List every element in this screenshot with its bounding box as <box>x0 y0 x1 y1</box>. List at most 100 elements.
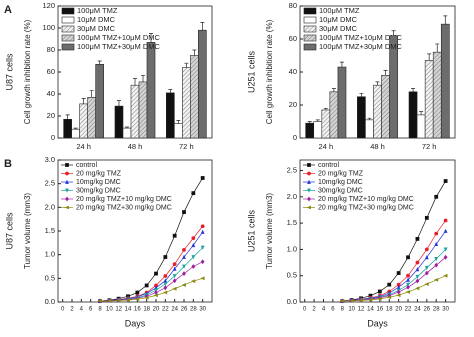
x-tick-label: 30 <box>199 307 206 313</box>
panel-label: B <box>4 158 12 170</box>
cell-line-label: U251 cells <box>246 50 256 93</box>
y-tick-label: 80 <box>289 1 297 10</box>
bar-hatch <box>95 64 104 138</box>
series-line <box>100 277 203 302</box>
plot-frame <box>299 159 456 303</box>
bar-hatch <box>425 60 434 139</box>
legend-marker <box>65 171 69 176</box>
legend-label: 30μM DMC <box>319 24 358 33</box>
marker <box>107 299 112 303</box>
marker <box>424 215 429 220</box>
bar <box>305 122 315 139</box>
legend-label: 20 mg/kg TMZ+30 mg/kg DMC <box>318 204 414 211</box>
x-tick-label: 48 h <box>370 142 385 151</box>
legend-marker <box>65 179 69 184</box>
x-tick-label: 14 <box>367 307 374 313</box>
series-line <box>99 231 203 302</box>
bar-hatch <box>190 55 199 138</box>
y-tick-label: 2.0 <box>45 202 55 211</box>
legend-marker <box>65 188 69 193</box>
marker <box>396 284 401 290</box>
series-line <box>342 230 446 302</box>
error-bar <box>116 100 121 107</box>
marker <box>434 231 439 236</box>
marker <box>387 293 392 299</box>
legend-label: 30mg/kg DMC <box>318 187 363 194</box>
x-tick-label: 24 <box>414 307 421 313</box>
panel-label: A <box>4 4 12 16</box>
legend-hatch <box>62 26 74 32</box>
cell-line-label: U251 cells <box>246 209 256 252</box>
y-axis-label: Cell growth inhibition rate (%) <box>23 19 32 124</box>
error-bar <box>81 98 86 104</box>
x-tick-label: 6 <box>89 307 93 313</box>
marker <box>182 248 186 252</box>
legend-label: 20 mg/kg TMZ+30 mg/kg DMC <box>76 204 172 211</box>
legend-label: 10mg/kg DMC <box>318 179 363 186</box>
x-tick-label: 14 <box>125 307 132 313</box>
bar <box>365 119 374 139</box>
legend-label: control <box>318 162 339 169</box>
x-tick-label: 24 <box>171 307 178 313</box>
bar-hatch <box>147 42 156 138</box>
legend-hatch <box>304 44 316 50</box>
series-line <box>99 247 203 302</box>
error-bar <box>141 74 146 82</box>
legend-swatch <box>303 16 317 24</box>
x-tick-label: 16 <box>134 307 141 313</box>
y-tick-label: 0 <box>293 133 297 142</box>
bar-hatch <box>87 97 96 138</box>
x-tick-label: 28 <box>190 307 197 313</box>
marker <box>387 282 392 287</box>
y-tick-label: 120 <box>42 1 55 10</box>
bar <box>174 123 183 139</box>
series-line <box>99 261 203 302</box>
y-tick-label: 2.0 <box>287 192 297 201</box>
marker <box>368 297 373 302</box>
marker <box>434 194 439 199</box>
marker <box>182 210 186 214</box>
error-bar <box>149 33 154 43</box>
bar-hatch <box>329 91 338 138</box>
marker <box>443 218 448 223</box>
marker <box>97 299 102 303</box>
x-tick-label: 2 <box>70 307 74 313</box>
marker <box>135 297 140 302</box>
marker <box>424 247 429 252</box>
legend-marker <box>306 205 311 210</box>
legend-label: 20 mg/kg TMZ <box>318 170 364 177</box>
x-tick-label: 0 <box>303 307 307 313</box>
marker <box>434 241 439 247</box>
error-bar <box>168 89 173 93</box>
y-tick-label: 1.5 <box>287 218 297 227</box>
error-bar <box>383 70 388 76</box>
y-tick-label: 1.0 <box>45 250 55 259</box>
x-tick-label: 48 h <box>128 142 143 151</box>
x-tick-label: 24 h <box>76 142 91 151</box>
bar <box>114 105 124 139</box>
y-axis-label: Tumor volume (mm3) <box>265 193 274 269</box>
marker <box>415 286 420 291</box>
marker <box>191 255 196 260</box>
marker <box>191 242 196 248</box>
marker <box>200 276 205 281</box>
marker <box>154 271 158 276</box>
error-bar <box>435 43 440 53</box>
marker <box>191 191 196 196</box>
legend-label: 20 mg/kg TMZ+10 mg/kg DMC <box>318 196 414 203</box>
legend-label: 100μM TMZ <box>319 6 360 15</box>
bar <box>122 127 132 139</box>
error-bar <box>89 90 94 98</box>
legend-label: 10μM DMC <box>319 15 358 24</box>
marker <box>406 284 410 290</box>
x-tick-label: 4 <box>80 307 84 313</box>
marker <box>349 299 354 303</box>
legend-label: 20 mg/kg TMZ <box>76 170 122 177</box>
series-line <box>342 249 446 302</box>
legend-marker <box>307 171 311 176</box>
marker <box>434 256 439 262</box>
x-tick-label: 26 <box>181 307 188 313</box>
marker <box>200 224 205 229</box>
marker <box>172 278 177 284</box>
bar-hatch <box>321 109 330 138</box>
